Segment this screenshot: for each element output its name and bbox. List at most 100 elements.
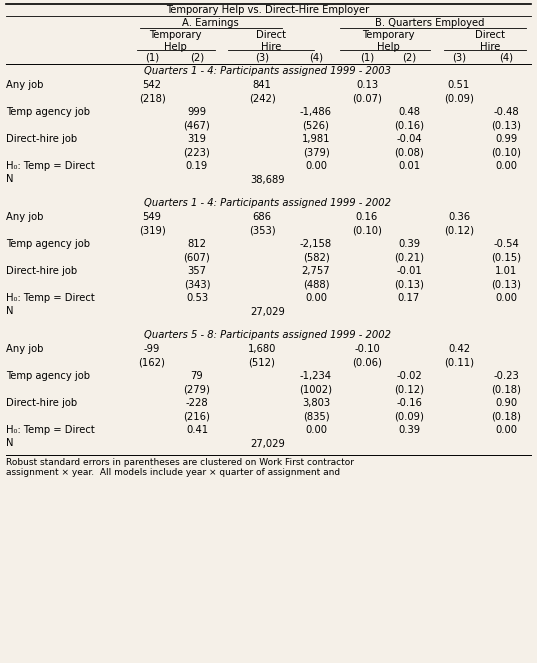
Text: 27,029: 27,029 [251,306,286,316]
Text: 0.01: 0.01 [398,161,420,171]
Text: (4): (4) [499,53,513,63]
Text: (0.08): (0.08) [394,147,424,158]
Text: (162): (162) [139,357,165,367]
Text: 0.00: 0.00 [305,293,327,303]
Text: H₀: Temp = Direct: H₀: Temp = Direct [6,293,95,303]
Text: Quarters 1 - 4: Participants assigned 1999 - 2003: Quarters 1 - 4: Participants assigned 19… [144,66,391,76]
Text: (218): (218) [139,93,165,103]
Text: Quarters 1 - 4: Participants assigned 1999 - 2002: Quarters 1 - 4: Participants assigned 19… [144,198,391,208]
Text: (0.10): (0.10) [491,147,521,158]
Text: (242): (242) [249,93,275,103]
Text: (1): (1) [145,53,159,63]
Text: Any job: Any job [6,212,43,222]
Text: (0.13): (0.13) [491,121,521,131]
Text: 0.00: 0.00 [305,161,327,171]
Text: 686: 686 [252,212,272,222]
Text: N: N [6,174,13,184]
Text: (2): (2) [402,53,416,63]
Text: B. Quarters Employed: B. Quarters Employed [375,18,485,28]
Text: (319): (319) [139,225,165,235]
Text: -0.04: -0.04 [396,134,422,144]
Text: 0.00: 0.00 [305,425,327,435]
Text: Direct
Hire: Direct Hire [475,30,505,52]
Text: (488): (488) [303,280,329,290]
Text: (0.13): (0.13) [394,280,424,290]
Text: 999: 999 [187,107,207,117]
Text: 0.51: 0.51 [448,80,470,90]
Text: A. Earnings: A. Earnings [182,18,238,28]
Text: Any job: Any job [6,344,43,354]
Text: Temporary
Help: Temporary Help [149,30,201,52]
Text: 0.17: 0.17 [398,293,420,303]
Text: -0.01: -0.01 [396,266,422,276]
Text: (1002): (1002) [300,385,332,394]
Text: (512): (512) [249,357,275,367]
Text: -228: -228 [186,398,208,408]
Text: Direct-hire job: Direct-hire job [6,134,77,144]
Text: 549: 549 [142,212,162,222]
Text: 38,689: 38,689 [251,174,285,184]
Text: (353): (353) [249,225,275,235]
Text: (0.18): (0.18) [491,412,521,422]
Text: (467): (467) [184,121,211,131]
Text: N: N [6,306,13,316]
Text: (3): (3) [255,53,269,63]
Text: -99: -99 [144,344,160,354]
Text: (216): (216) [184,412,211,422]
Text: 0.41: 0.41 [186,425,208,435]
Text: 27,029: 27,029 [251,438,286,448]
Text: 1.01: 1.01 [495,266,517,276]
Text: Robust standard errors in parentheses are clustered on Work First contractor
ass: Robust standard errors in parentheses ar… [6,458,354,477]
Text: 0.42: 0.42 [448,344,470,354]
Text: (0.13): (0.13) [491,280,521,290]
Text: Temp agency job: Temp agency job [6,371,90,381]
Text: 0.00: 0.00 [495,425,517,435]
Text: 0.00: 0.00 [495,293,517,303]
Text: 2,757: 2,757 [302,266,330,276]
Text: (607): (607) [184,253,211,263]
Text: (835): (835) [303,412,329,422]
Text: (0.07): (0.07) [352,93,382,103]
Text: -2,158: -2,158 [300,239,332,249]
Text: Any job: Any job [6,80,43,90]
Text: (0.12): (0.12) [444,225,474,235]
Text: Quarters 5 - 8: Participants assigned 1999 - 2002: Quarters 5 - 8: Participants assigned 19… [144,330,391,340]
Text: -0.54: -0.54 [493,239,519,249]
Text: (1): (1) [360,53,374,63]
Text: 0.53: 0.53 [186,293,208,303]
Text: (343): (343) [184,280,211,290]
Text: Direct-hire job: Direct-hire job [6,266,77,276]
Text: 1,981: 1,981 [302,134,330,144]
Text: Temporary
Help: Temporary Help [362,30,414,52]
Text: (2): (2) [190,53,204,63]
Text: (0.18): (0.18) [491,385,521,394]
Text: (526): (526) [302,121,329,131]
Text: 812: 812 [187,239,207,249]
Text: Temp agency job: Temp agency job [6,239,90,249]
Text: 0.39: 0.39 [398,425,420,435]
Text: 319: 319 [187,134,207,144]
Text: 0.00: 0.00 [495,161,517,171]
Text: H₀: Temp = Direct: H₀: Temp = Direct [6,161,95,171]
Text: Direct-hire job: Direct-hire job [6,398,77,408]
Text: -0.16: -0.16 [396,398,422,408]
Text: 1,680: 1,680 [248,344,276,354]
Text: (0.10): (0.10) [352,225,382,235]
Text: Temp agency job: Temp agency job [6,107,90,117]
Text: N: N [6,438,13,448]
Text: 79: 79 [191,371,204,381]
Text: 0.36: 0.36 [448,212,470,222]
Text: -1,486: -1,486 [300,107,332,117]
Text: (0.09): (0.09) [444,93,474,103]
Text: H₀: Temp = Direct: H₀: Temp = Direct [6,425,95,435]
Text: (279): (279) [184,385,211,394]
Text: 357: 357 [187,266,207,276]
Text: 0.99: 0.99 [495,134,517,144]
Text: 542: 542 [142,80,162,90]
Text: (0.21): (0.21) [394,253,424,263]
Text: (4): (4) [309,53,323,63]
Text: (0.06): (0.06) [352,357,382,367]
Text: (582): (582) [303,253,329,263]
Text: -0.23: -0.23 [493,371,519,381]
Text: 0.39: 0.39 [398,239,420,249]
